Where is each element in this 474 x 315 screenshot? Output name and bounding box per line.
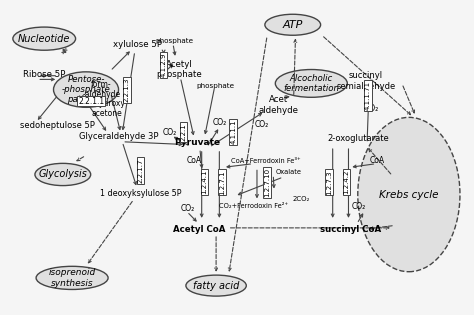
Text: fatty acid: fatty acid — [193, 281, 239, 291]
Ellipse shape — [186, 275, 246, 296]
Text: CO₂: CO₂ — [352, 203, 366, 211]
Ellipse shape — [358, 117, 460, 272]
Text: Glyceraldehyde 3P: Glyceraldehyde 3P — [79, 132, 158, 141]
Text: Pentose-
-phosphate
pathway: Pentose- -phosphate pathway — [62, 75, 110, 105]
Text: Alcocholic
fermentation: Alcocholic fermentation — [283, 74, 339, 93]
Text: Krebs cycle: Krebs cycle — [379, 190, 438, 199]
Text: dihydroxy
acetone: dihydroxy acetone — [88, 99, 126, 118]
Text: CoA: CoA — [370, 156, 385, 165]
Text: 1.2.7.3: 1.2.7.3 — [326, 170, 332, 194]
Text: 1.2.4.2: 1.2.4.2 — [344, 170, 350, 194]
Ellipse shape — [35, 163, 91, 186]
Text: CO₂: CO₂ — [180, 204, 194, 213]
Text: Acetyl CoA: Acetyl CoA — [173, 225, 225, 234]
Text: phosphate: phosphate — [155, 38, 193, 44]
Ellipse shape — [265, 14, 320, 35]
Text: Oxalate: Oxalate — [276, 169, 302, 175]
Text: Pyruvate: Pyruvate — [174, 138, 220, 147]
Text: CoA+Ferrodoxin Fe³⁺: CoA+Ferrodoxin Fe³⁺ — [231, 158, 301, 164]
Ellipse shape — [275, 70, 347, 97]
Text: CO₂: CO₂ — [255, 120, 269, 129]
Text: Nucleotide: Nucleotide — [18, 34, 71, 44]
Text: 2.2.1.7: 2.2.1.7 — [137, 158, 143, 183]
Text: Ribose 5P: Ribose 5P — [23, 70, 66, 79]
Text: 1.2.7.1: 1.2.7.1 — [219, 170, 225, 194]
Text: 1.2.4.1: 1.2.4.1 — [201, 170, 208, 194]
Text: 2.2.1: 2.2.1 — [181, 123, 187, 141]
Text: Glycolysis: Glycolysis — [38, 169, 87, 180]
Text: 4.1.1.71: 4.1.1.71 — [365, 81, 371, 110]
Text: CO₂: CO₂ — [365, 104, 379, 112]
Text: CoA: CoA — [187, 156, 202, 165]
Text: 4.1.1.1: 4.1.1.1 — [230, 120, 236, 145]
Text: succinyl CoA: succinyl CoA — [320, 225, 382, 234]
Text: 2.2.1.3: 2.2.1.3 — [124, 78, 130, 102]
Text: xylulose 5P: xylulose 5P — [113, 40, 162, 49]
Text: CO₂: CO₂ — [213, 118, 227, 127]
Text: succinyl
semialdehyde: succinyl semialdehyde — [337, 71, 396, 91]
Text: 1.2.7.10: 1.2.7.10 — [264, 168, 270, 197]
Text: CO₂: CO₂ — [163, 128, 177, 137]
Text: Acet
aldehyde: Acet aldehyde — [259, 95, 299, 115]
Text: CO₂+Ferrodoxin Fe²⁺: CO₂+Ferrodoxin Fe²⁺ — [219, 203, 288, 209]
Ellipse shape — [13, 27, 75, 50]
Text: ATP: ATP — [283, 20, 303, 30]
Text: 2-oxoglutarate: 2-oxoglutarate — [327, 134, 389, 143]
Text: Acetyl
phosphate: Acetyl phosphate — [156, 60, 202, 79]
Text: 1 deoxyksylulose 5P: 1 deoxyksylulose 5P — [100, 188, 181, 198]
Text: 4.1.2.9: 4.1.2.9 — [161, 53, 166, 77]
Text: 2.2.1.1: 2.2.1.1 — [78, 96, 104, 106]
Text: 2CO₂: 2CO₂ — [292, 196, 310, 202]
Ellipse shape — [54, 72, 118, 107]
Text: sedoheptulose 5P: sedoheptulose 5P — [19, 121, 94, 129]
Text: phosphate: phosphate — [196, 83, 234, 89]
Text: form-
-aldehyde: form- -aldehyde — [82, 80, 120, 99]
Ellipse shape — [36, 266, 108, 289]
Text: isoprenoid
synthesis: isoprenoid synthesis — [48, 268, 96, 288]
